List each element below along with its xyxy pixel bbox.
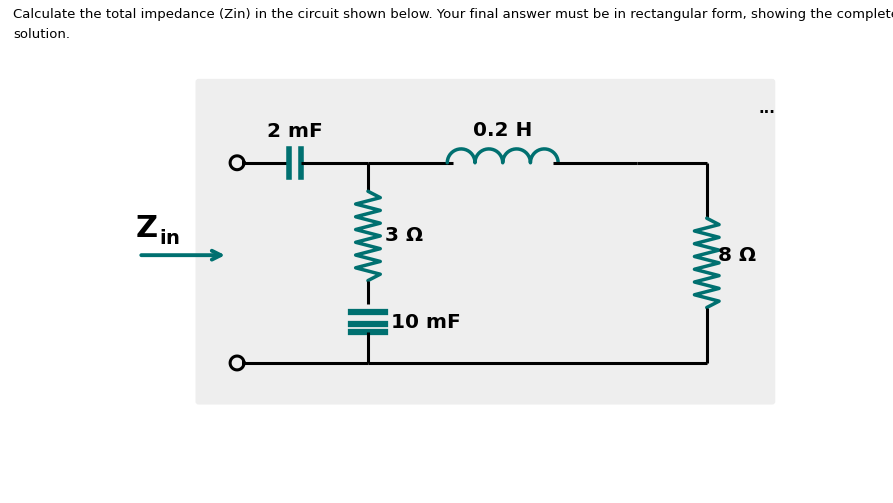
Text: 2 mF: 2 mF — [267, 122, 322, 141]
Text: $\mathbf{in}$: $\mathbf{in}$ — [159, 229, 179, 248]
FancyBboxPatch shape — [196, 79, 775, 404]
Text: ...: ... — [758, 102, 775, 116]
Text: 8 Ω: 8 Ω — [718, 245, 756, 265]
Text: 10 mF: 10 mF — [391, 313, 461, 331]
Text: 0.2 H: 0.2 H — [473, 121, 532, 140]
Text: solution.: solution. — [13, 28, 71, 41]
Text: $\mathbf{Z}$: $\mathbf{Z}$ — [136, 214, 158, 243]
Text: Calculate the total impedance (Zin) in the circuit shown below. Your final answe: Calculate the total impedance (Zin) in t… — [13, 8, 893, 21]
Text: 3 Ω: 3 Ω — [385, 226, 423, 245]
